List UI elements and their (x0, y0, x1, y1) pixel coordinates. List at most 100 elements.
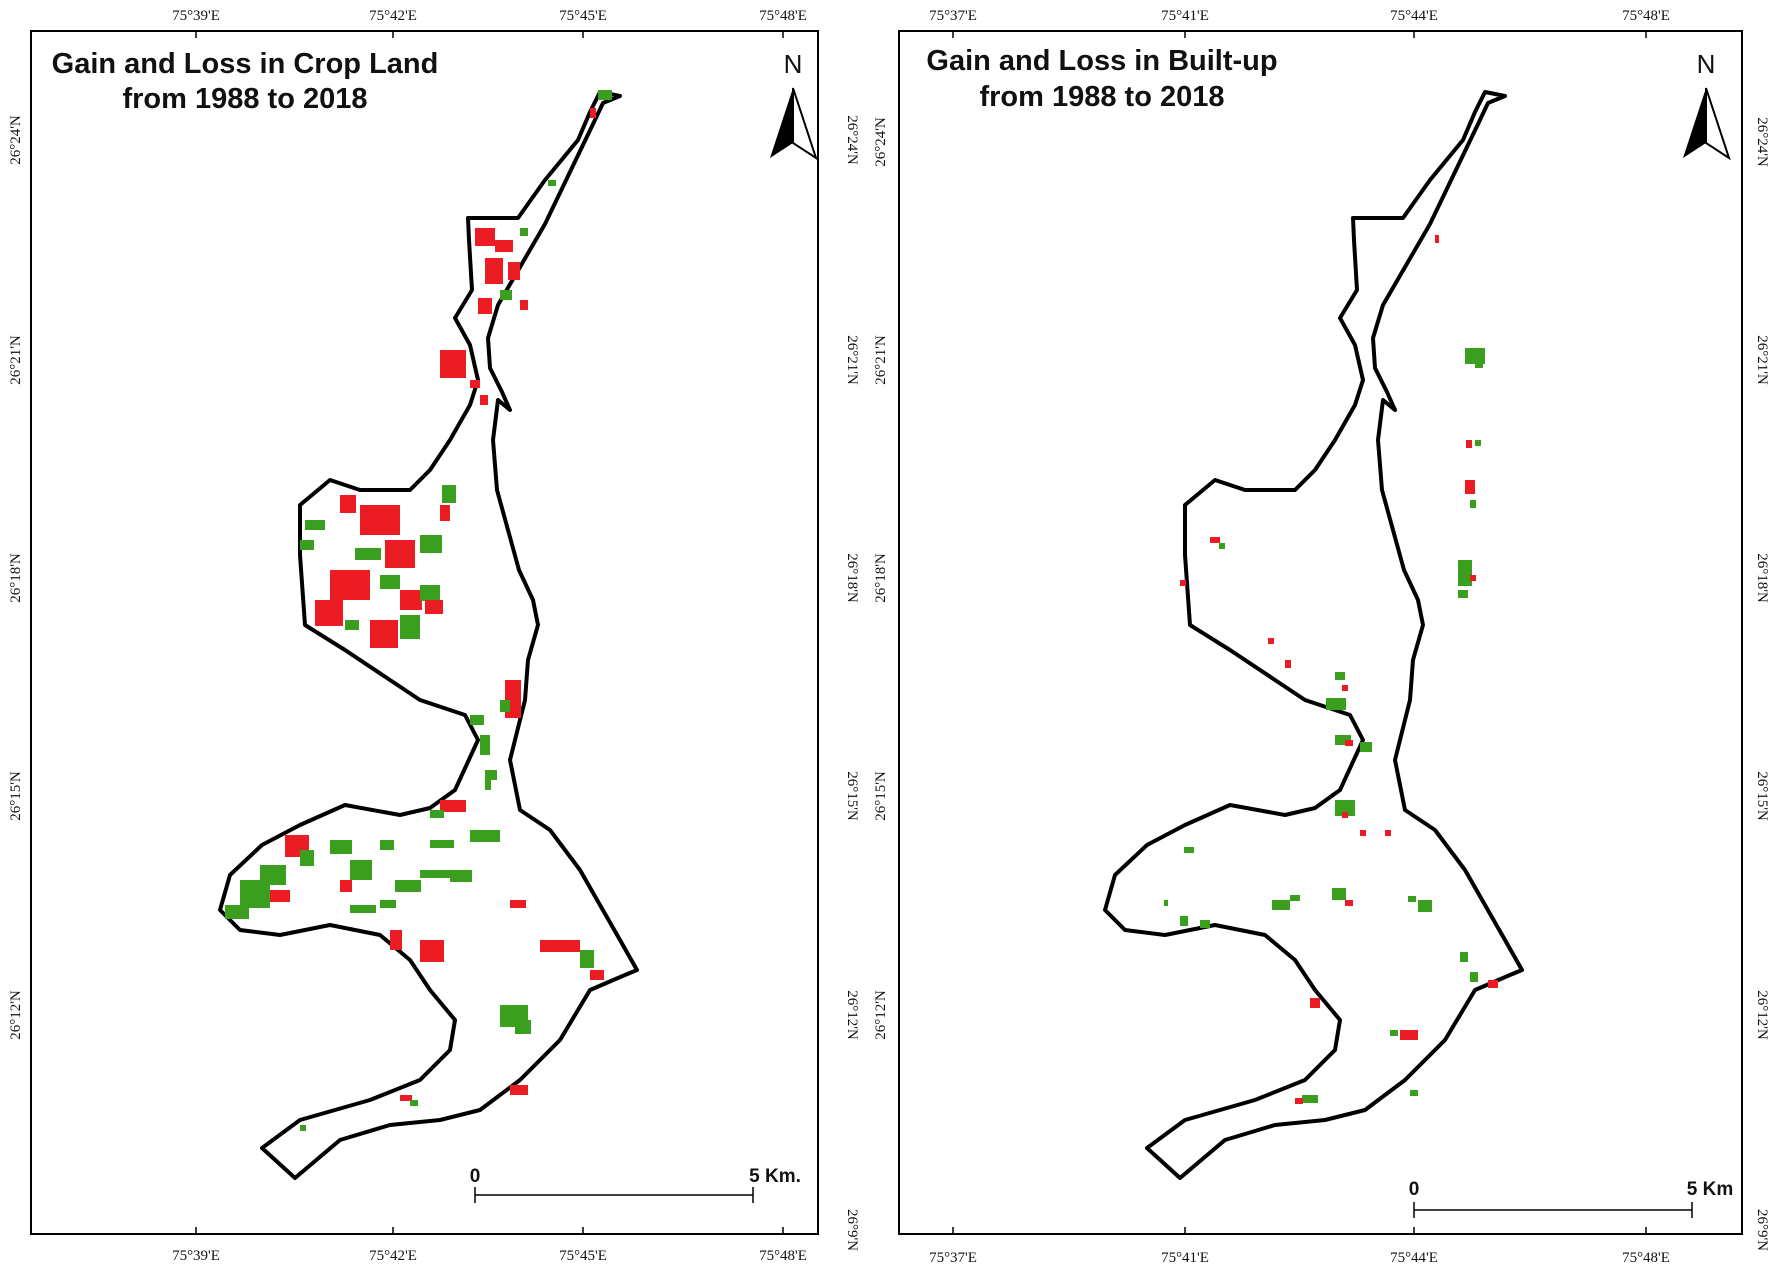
left-bottom-xtick-1: 75°39'E (172, 1248, 220, 1264)
loss-patch (370, 620, 398, 648)
gain-patch (470, 830, 500, 842)
gain-patch (420, 585, 440, 601)
loss-patch (1345, 900, 1353, 906)
loss-patch (1342, 685, 1348, 691)
loss-patch (1465, 480, 1475, 494)
loss-patch (400, 1095, 412, 1101)
right-top-xtick-3: 75°44'E (1390, 8, 1438, 24)
gain-patch (380, 840, 394, 850)
scale-bar: 0 5 Km (1409, 1179, 1733, 1218)
gain-patch (420, 870, 450, 878)
gain-patch (430, 840, 454, 848)
svg-text:N: N (784, 49, 803, 79)
gain-patch (1458, 560, 1472, 586)
loss-patch (470, 380, 480, 388)
gain-patch (548, 180, 556, 186)
scale-start-label: 0 (470, 1166, 481, 1187)
gain-patch (1458, 590, 1468, 598)
loss-patch (590, 108, 596, 118)
loss-patch (1268, 638, 1274, 644)
loss-patch (1295, 1098, 1303, 1104)
left-rytick-3: 26°18'N (844, 553, 860, 603)
loss-patch (480, 395, 488, 405)
left-ytick-5: 26°12'N (8, 990, 24, 1040)
gain-patch (515, 1020, 531, 1034)
right-top-xtick-2: 75°41'E (1161, 8, 1209, 24)
gain-patch (330, 840, 352, 854)
right-rytick-3: 26°18'N (1754, 553, 1770, 603)
loss-patch (508, 262, 520, 280)
loss-patch (440, 350, 466, 378)
loss-patch (1488, 980, 1498, 988)
right-top-xtick-4: 75°48'E (1622, 8, 1670, 24)
right-map-title-line2: from 1988 to 2018 (979, 81, 1224, 113)
left-top-xtick-1: 75°39'E (172, 8, 220, 24)
loss-patch (1470, 575, 1476, 581)
loss-patch (340, 495, 356, 513)
left-top-xtick-2: 75°42'E (369, 8, 417, 24)
right-ytick-2: 26°21'N (873, 335, 889, 385)
right-bottom-xtick-4: 75°48'E (1622, 1250, 1670, 1266)
loss-patch (520, 300, 528, 310)
study-area-boundary (1103, 90, 1524, 1180)
loss-patch (495, 240, 513, 252)
gain-patch (240, 880, 270, 908)
gain-patch (300, 1125, 306, 1131)
left-ytick-2: 26°21'N (8, 335, 24, 385)
gain-patch (355, 548, 381, 560)
gain-patch (450, 870, 472, 882)
scale-start-label: 0 (1409, 1179, 1420, 1200)
left-map-frame (30, 30, 819, 1235)
gain-patch (520, 228, 528, 236)
gain-patch (420, 535, 442, 553)
change-patches-crop (225, 90, 612, 1131)
left-ytick-1: 26°24'N (8, 115, 24, 165)
right-rytick-2: 26°21'N (1754, 335, 1770, 385)
right-map-title-line1: Gain and Loss in Built-up (926, 45, 1277, 77)
gain-patch (410, 1100, 418, 1106)
left-rytick-4: 26°15'N (844, 771, 860, 821)
gain-patch (1290, 895, 1300, 901)
left-rytick-6: 26°9'N (844, 1209, 860, 1251)
loss-patch (1360, 830, 1366, 836)
gain-patch (1460, 952, 1468, 962)
left-bottom-xtick-3: 75°45'E (559, 1248, 607, 1264)
loss-patch (510, 1085, 528, 1095)
loss-patch (1342, 812, 1348, 818)
right-ytick-5: 26°12'N (873, 990, 889, 1040)
loss-patch (385, 540, 415, 568)
right-rytick-1: 26°24'N (1754, 117, 1770, 167)
left-rytick-2: 26°21'N (844, 335, 860, 385)
gain-patch (1180, 916, 1188, 926)
loss-patch (315, 600, 343, 626)
gain-patch (1332, 888, 1346, 900)
loss-patch (590, 970, 604, 980)
loss-patch (440, 505, 450, 521)
gain-patch (305, 520, 325, 530)
right-rytick-4: 26°15'N (1754, 771, 1770, 821)
gain-patch (1470, 972, 1478, 982)
gain-patch (470, 715, 484, 725)
change-patches-builtup (1164, 235, 1498, 1104)
gain-patch (380, 575, 400, 589)
gain-patch (350, 860, 372, 880)
loss-patch (1435, 235, 1439, 243)
gain-patch (380, 900, 396, 908)
loss-patch (1210, 537, 1220, 543)
gain-patch (1418, 900, 1432, 912)
scale-bar: 0 5 Km. (470, 1166, 801, 1203)
loss-patch (420, 940, 444, 962)
loss-patch (340, 880, 352, 892)
loss-patch (425, 600, 443, 614)
right-bottom-xtick-2: 75°41'E (1161, 1250, 1209, 1266)
loss-patch (540, 940, 580, 952)
loss-patch (1400, 1030, 1418, 1040)
right-bottom-xtick-3: 75°44'E (1390, 1250, 1438, 1266)
gain-patch (300, 850, 314, 866)
loss-patch (1466, 440, 1472, 448)
left-bottom-xtick-4: 75°48'E (759, 1248, 807, 1264)
gain-patch (442, 485, 456, 503)
gain-patch (1470, 500, 1476, 508)
gain-patch (480, 735, 490, 755)
gain-patch (500, 290, 512, 300)
